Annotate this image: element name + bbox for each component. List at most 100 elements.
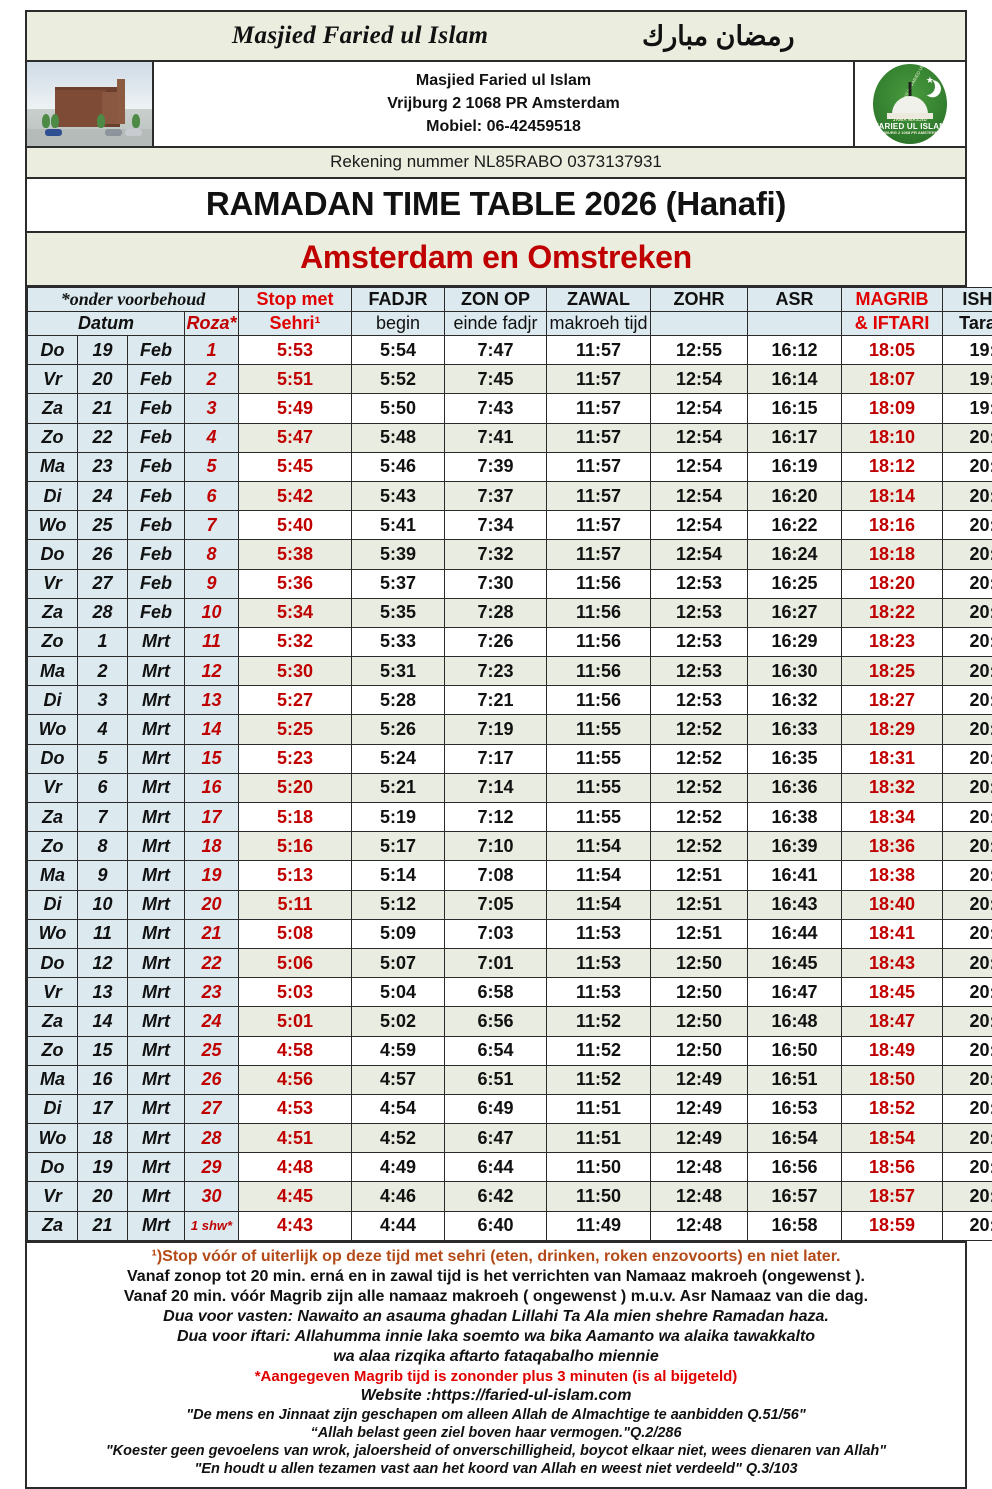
cell-isha: 20:06 <box>943 511 992 540</box>
cell-sehri: 4:53 <box>239 1094 352 1123</box>
cell-day: Do <box>28 336 78 365</box>
cell-date: 14 <box>78 1007 128 1036</box>
cell-magrib: 18:57 <box>842 1182 943 1211</box>
header-zohr-sub <box>651 312 748 336</box>
cell-zohr: 12:54 <box>651 540 748 569</box>
contact-lines: Masjied Faried ul Islam Vrijburg 2 1068 … <box>154 62 853 146</box>
cell-asr: 16:45 <box>748 948 842 977</box>
cell-zohr: 12:52 <box>651 773 748 802</box>
cell-month: Feb <box>128 365 185 394</box>
cell-zohr: 12:51 <box>651 861 748 890</box>
cell-zawal: 11:54 <box>547 861 651 890</box>
mosque-name: Masjied Faried ul Islam <box>416 72 591 90</box>
cell-zawal: 11:50 <box>547 1153 651 1182</box>
cell-isha: 20:51 <box>943 1182 992 1211</box>
cell-asr: 16:53 <box>748 1094 842 1123</box>
cell-isha: 20:01 <box>943 423 992 452</box>
cell-month: Mrt <box>128 803 185 832</box>
cell-asr: 16:54 <box>748 1124 842 1153</box>
cell-roza: 10 <box>185 598 239 627</box>
cell-asr: 16:51 <box>748 1065 842 1094</box>
cell-zohr: 12:50 <box>651 1007 748 1036</box>
cell-zawal: 11:57 <box>547 481 651 510</box>
cell-fadjr: 4:44 <box>352 1211 445 1240</box>
cell-zohr: 12:49 <box>651 1094 748 1123</box>
bank-account-row: Rekening nummer NL85RABO 0373137931 <box>27 148 965 179</box>
cell-zonop: 6:40 <box>445 1211 547 1240</box>
cell-fadjr: 5:19 <box>352 803 445 832</box>
cell-day: Di <box>28 481 78 510</box>
cell-day: Vr <box>28 978 78 1007</box>
cell-roza: 22 <box>185 948 239 977</box>
cell-magrib: 18:40 <box>842 890 943 919</box>
cell-sehri: 4:51 <box>239 1124 352 1153</box>
page-title: RAMADAN TIME TABLE 2026 (Hanafi) <box>27 179 965 233</box>
cell-fadjr: 5:35 <box>352 598 445 627</box>
cell-fadjr: 5:21 <box>352 773 445 802</box>
cell-sehri: 5:36 <box>239 569 352 598</box>
cell-sehri: 5:45 <box>239 452 352 481</box>
cell-day: Zo <box>28 832 78 861</box>
cell-zawal: 11:56 <box>547 657 651 686</box>
cell-asr: 16:22 <box>748 511 842 540</box>
cell-date: 19 <box>78 336 128 365</box>
header-roza: Roza* <box>185 312 239 336</box>
header-datum: Datum <box>28 312 185 336</box>
cell-day: Za <box>28 598 78 627</box>
cell-fadjr: 4:57 <box>352 1065 445 1094</box>
cell-day: Vr <box>28 1182 78 1211</box>
cell-asr: 16:38 <box>748 803 842 832</box>
cell-magrib: 18:49 <box>842 1036 943 1065</box>
cell-sehri: 5:08 <box>239 919 352 948</box>
cell-asr: 16:41 <box>748 861 842 890</box>
cell-date: 20 <box>78 1182 128 1211</box>
cell-date: 20 <box>78 365 128 394</box>
cell-magrib: 18:56 <box>842 1153 943 1182</box>
cell-date: 26 <box>78 540 128 569</box>
cell-isha: 20:17 <box>943 686 992 715</box>
cell-asr: 16:43 <box>748 890 842 919</box>
cell-zohr: 12:50 <box>651 978 748 1007</box>
cell-date: 13 <box>78 978 128 1007</box>
cell-day: Di <box>28 890 78 919</box>
cell-fadjr: 5:54 <box>352 336 445 365</box>
cell-magrib: 18:25 <box>842 657 943 686</box>
cell-day: Ma <box>28 861 78 890</box>
cell-asr: 16:48 <box>748 1007 842 1036</box>
cell-date: 6 <box>78 773 128 802</box>
cell-isha: 19:57 <box>943 365 992 394</box>
cell-isha: 20:53 <box>943 1211 992 1240</box>
cell-zonop: 6:47 <box>445 1124 547 1153</box>
cell-roza: 5 <box>185 452 239 481</box>
cell-month: Mrt <box>128 861 185 890</box>
cell-fadjr: 5:14 <box>352 861 445 890</box>
cell-magrib: 18:36 <box>842 832 943 861</box>
note-magrib-adjust: *Aangegeven Magrib tijd is zononder plus… <box>37 1368 955 1385</box>
cell-roza: 1 shw* <box>185 1211 239 1240</box>
cell-isha: 20:19 <box>943 715 992 744</box>
cell-fadjr: 5:28 <box>352 686 445 715</box>
header-isha: ISHA & <box>943 288 992 312</box>
cell-roza: 2 <box>185 365 239 394</box>
cell-zawal: 11:57 <box>547 423 651 452</box>
header-zonop: ZON OP <box>445 288 547 312</box>
cell-zawal: 11:57 <box>547 511 651 540</box>
cell-zonop: 7:19 <box>445 715 547 744</box>
header-asr: ASR <box>748 288 842 312</box>
cell-fadjr: 5:37 <box>352 569 445 598</box>
cell-zohr: 12:49 <box>651 1124 748 1153</box>
cell-magrib: 18:10 <box>842 423 943 452</box>
cell-month: Mrt <box>128 832 185 861</box>
cell-sehri: 5:51 <box>239 365 352 394</box>
cell-isha: 20:25 <box>943 803 992 832</box>
cell-zonop: 6:44 <box>445 1153 547 1182</box>
cell-date: 18 <box>78 1124 128 1153</box>
cell-zawal: 11:55 <box>547 744 651 773</box>
